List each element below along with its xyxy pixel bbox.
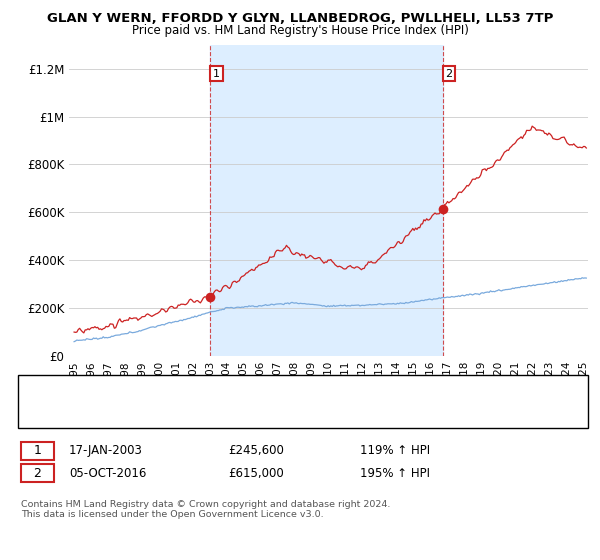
Text: £615,000: £615,000: [228, 466, 284, 480]
Text: 195% ↑ HPI: 195% ↑ HPI: [360, 466, 430, 480]
Text: 1: 1: [34, 444, 41, 458]
Text: 119% ↑ HPI: 119% ↑ HPI: [360, 444, 430, 458]
Text: Price paid vs. HM Land Registry's House Price Index (HPI): Price paid vs. HM Land Registry's House …: [131, 24, 469, 37]
Text: GLAN Y WERN, FFORDD Y GLYN, LLANBEDROG, PWLLHELI, LL53 7TP: GLAN Y WERN, FFORDD Y GLYN, LLANBEDROG, …: [47, 12, 553, 25]
Text: 17-JAN-2003: 17-JAN-2003: [69, 444, 143, 458]
Text: HPI: Average price, detached house, Gwynedd: HPI: Average price, detached house, Gwyn…: [81, 408, 323, 418]
Text: 2: 2: [446, 69, 452, 79]
Text: 05-OCT-2016: 05-OCT-2016: [69, 466, 146, 480]
Bar: [211, 45, 443, 356]
Text: GLAN Y WERN, FFORDD Y GLYN, LLANBEDROG, PWLLHELI, LL53 7TP (detached house): GLAN Y WERN, FFORDD Y GLYN, LLANBEDROG, …: [81, 385, 528, 395]
Text: £245,600: £245,600: [228, 444, 284, 458]
Text: 1: 1: [213, 69, 220, 79]
Text: 2: 2: [34, 466, 41, 480]
Text: Contains HM Land Registry data © Crown copyright and database right 2024.
This d: Contains HM Land Registry data © Crown c…: [21, 500, 391, 519]
